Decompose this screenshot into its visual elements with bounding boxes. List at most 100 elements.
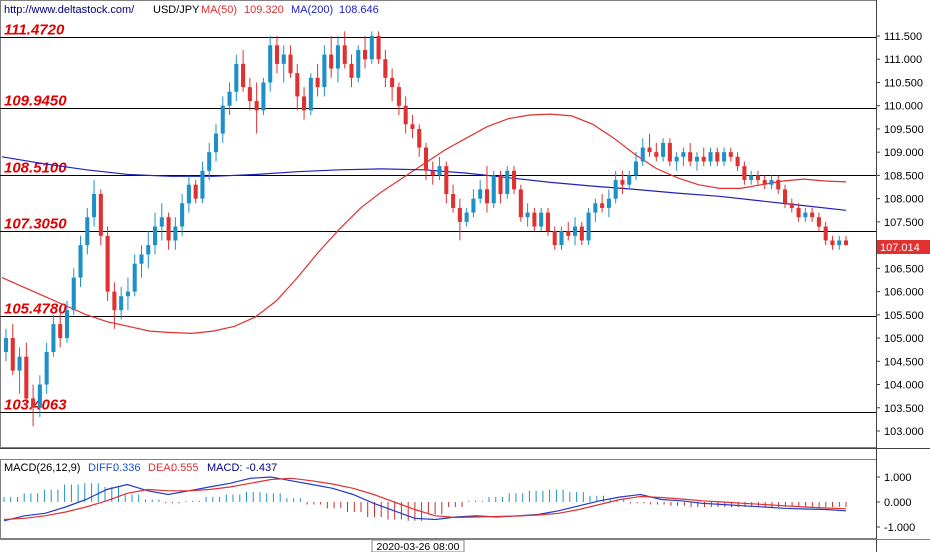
- candle-body-63: [430, 170, 435, 176]
- candle-body-87: [593, 203, 598, 213]
- candle-body-19: [132, 263, 137, 292]
- candle-body-60: [410, 124, 415, 129]
- y-tick-label-14: 104.500: [884, 356, 924, 368]
- candle-body-18: [125, 291, 130, 297]
- y-tick-label-5: 109.000: [884, 147, 924, 159]
- macd-dea-label: DEA:: [148, 462, 174, 474]
- candle-body-0: [3, 338, 9, 352]
- y-tick-label-6: 108.500: [884, 170, 924, 182]
- candle-body-14: [98, 194, 103, 236]
- candle-body-27: [186, 184, 191, 204]
- macd-panel-frame: [0, 459, 877, 539]
- macd-tick-label-1: 0.000: [884, 497, 912, 509]
- candle-body-90: [613, 180, 618, 199]
- candle-body-91: [620, 180, 625, 185]
- candle-body-59: [403, 105, 408, 125]
- candle-body-92: [627, 175, 632, 185]
- candle-body-53: [363, 49, 368, 60]
- macd-tick-label-2: -1.000: [884, 522, 915, 534]
- y-tick-label-8: 107.500: [884, 217, 924, 229]
- macd-diff-label: DIFF:: [88, 462, 116, 474]
- candle-body-3: [24, 356, 29, 399]
- level-label-0: 111.4720: [4, 22, 65, 39]
- candle-body-74: [505, 170, 510, 194]
- candle-body-104: [708, 152, 713, 162]
- candle-body-36: [247, 87, 252, 102]
- candle-body-102: [694, 156, 699, 162]
- y-tick-label-12: 105.500: [884, 310, 924, 322]
- candle-body-31: [213, 133, 219, 153]
- candle-body-117: [796, 207, 801, 218]
- candle-body-28: [193, 184, 198, 199]
- macd-diff-value: 0.336: [113, 462, 141, 474]
- candle-body-96: [654, 152, 659, 157]
- y-tick-label-11: 106.000: [884, 287, 924, 299]
- candle-body-40: [274, 45, 279, 64]
- candle-body-77: [525, 212, 530, 218]
- candle-body-89: [606, 198, 611, 208]
- candle-body-57: [390, 77, 395, 88]
- level-label-3: 107.3050: [4, 216, 67, 233]
- ma50-value: 109.320: [244, 4, 284, 16]
- candle-body-29: [200, 170, 205, 199]
- candle-body-1: [10, 338, 15, 371]
- macd-tick-label-0: 1.000: [884, 472, 912, 484]
- candle-body-120: [816, 217, 821, 227]
- macd-hist-value: -0.437: [246, 462, 277, 474]
- candle-body-76: [518, 189, 523, 218]
- level-label-2: 108.5100: [4, 160, 67, 177]
- candle-body-20: [139, 254, 144, 264]
- candle-body-13: [92, 194, 97, 218]
- candle-body-42: [288, 54, 293, 74]
- candle-body-68: [464, 212, 469, 222]
- y-tick-label-3: 110.000: [884, 101, 923, 113]
- candle-body-64: [437, 166, 442, 176]
- candle-body-79: [539, 212, 544, 227]
- y-tick-label-16: 103.500: [884, 403, 924, 415]
- candle-body-119: [810, 212, 815, 218]
- ma50-label: MA(50): [201, 4, 237, 16]
- candle-body-12: [85, 217, 90, 246]
- current-price: 107.014: [880, 242, 920, 254]
- candle-body-24: [166, 217, 171, 241]
- candle-body-32: [220, 105, 225, 134]
- candle-body-88: [600, 203, 605, 208]
- macd-params: MACD(26,12,9): [4, 462, 80, 474]
- candle-body-99: [674, 156, 679, 162]
- candle-body-78: [532, 212, 537, 227]
- candle-body-118: [803, 212, 808, 218]
- candle-body-47: [322, 54, 327, 88]
- candle-body-66: [451, 194, 456, 208]
- candle-body-111: [755, 175, 760, 181]
- macd-plot: [3, 476, 847, 522]
- y-tick-label-7: 108.000: [884, 194, 924, 206]
- candle-body-44: [302, 96, 307, 111]
- candle-body-115: [783, 189, 788, 204]
- time-label: 2020-03-26 08:00: [377, 541, 460, 552]
- candle-body-34: [234, 63, 239, 92]
- candle-body-5: [37, 384, 42, 408]
- candle-body-41: [281, 54, 286, 64]
- candle-body-97: [661, 142, 666, 157]
- candle-body-109: [742, 166, 747, 181]
- candle-body-114: [776, 180, 781, 190]
- candle-body-45: [308, 77, 313, 111]
- y-tick-label-1: 111.000: [884, 54, 922, 66]
- candle-body-107: [728, 152, 733, 157]
- candle-body-103: [701, 156, 706, 162]
- level-label-4: 105.4780: [4, 301, 67, 318]
- level-label-5: 103.4063: [4, 397, 67, 414]
- candle-body-33: [227, 91, 232, 106]
- macd-dea-line: [3, 477, 847, 521]
- ma200-value: 108.646: [339, 4, 379, 16]
- candle-body-69: [471, 198, 476, 213]
- candle-body-94: [640, 147, 645, 162]
- candle-body-49: [335, 45, 340, 69]
- candle-body-62: [423, 147, 429, 171]
- time-label-box: [371, 539, 465, 552]
- candle-body-80: [545, 212, 550, 232]
- y-tick-label-15: 104.000: [884, 380, 924, 392]
- candle-body-124: [843, 240, 849, 246]
- candle-body-51: [349, 63, 354, 78]
